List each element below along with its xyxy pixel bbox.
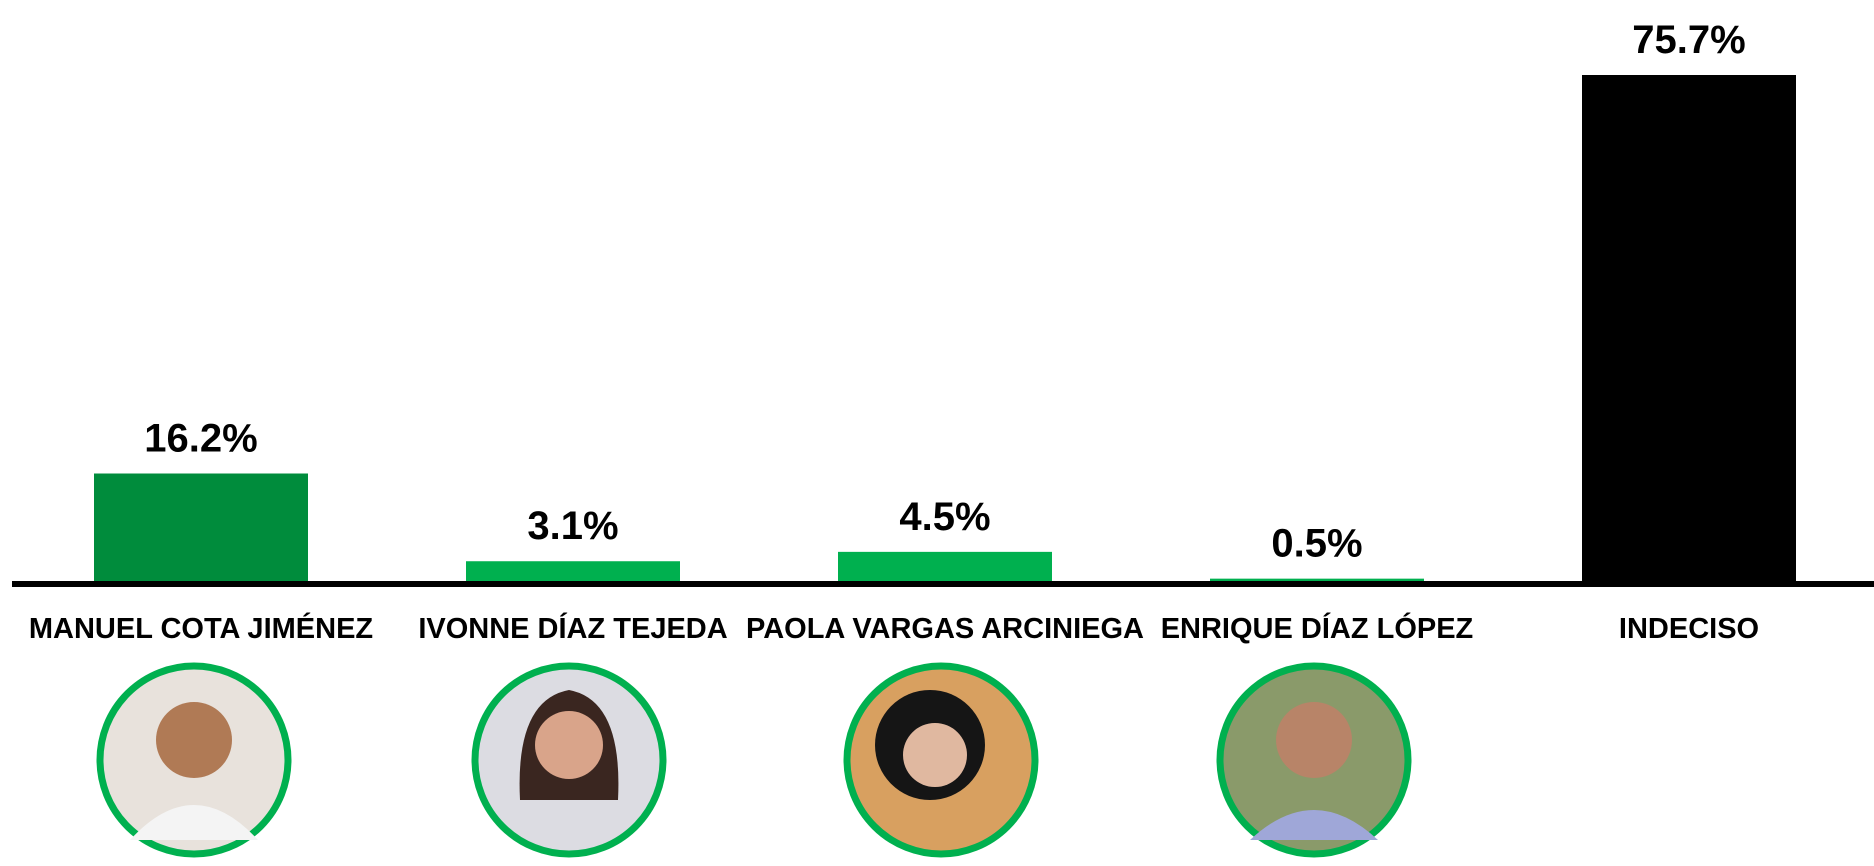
- bar: [466, 561, 680, 582]
- bar: [1582, 75, 1796, 582]
- candidate-photos: [100, 666, 1408, 854]
- value-label: 16.2%: [144, 417, 257, 461]
- category-label: ENRIQUE DÍAZ LÓPEZ: [1161, 611, 1474, 645]
- category-label: MANUEL COTA JIMÉNEZ: [29, 611, 373, 645]
- category-label: INDECISO: [1619, 613, 1759, 645]
- photo: [475, 666, 663, 854]
- bar: [838, 552, 1052, 582]
- bar: [94, 474, 308, 582]
- value-label: 75.7%: [1632, 18, 1745, 62]
- value-label: 4.5%: [899, 495, 990, 539]
- photo: [100, 666, 288, 854]
- chart: 16.2% MANUEL COTA JIMÉNEZ 3.1% IVONNE DÍAZ …: [0, 0, 1874, 866]
- value-label: 3.1%: [527, 504, 618, 548]
- photo: [847, 666, 1035, 854]
- photo: [1220, 666, 1408, 854]
- value-label: 0.5%: [1271, 522, 1362, 566]
- category-label: IVONNE DÍAZ TEJEDA: [418, 611, 727, 645]
- category-label: PAOLA VARGAS ARCINIEGA: [746, 613, 1144, 645]
